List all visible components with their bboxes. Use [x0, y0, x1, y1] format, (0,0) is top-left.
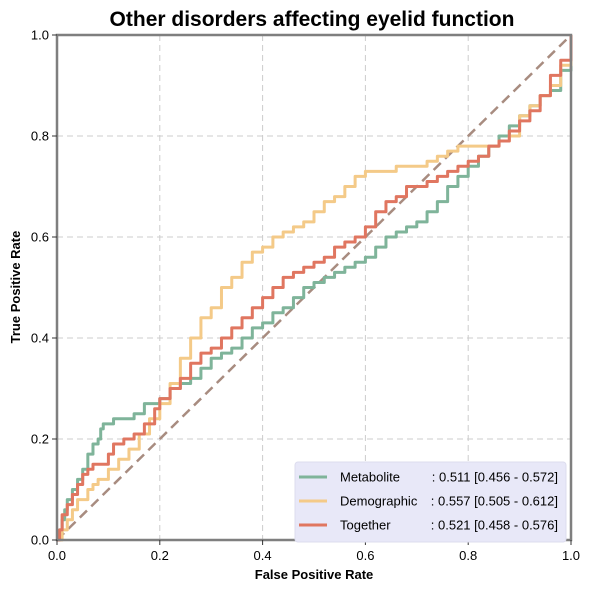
y-tick-label-0: 0.0 [31, 533, 49, 548]
x-tick-label-1: 0.2 [151, 548, 169, 563]
legend-name-metabolite: Metabolite [340, 470, 400, 485]
legend-auc-demographic: : 0.557 [0.505 - 0.612] [431, 494, 558, 509]
series-line-demographic [57, 35, 573, 542]
legend-auc-metabolite: : 0.511 [0.456 - 0.572] [432, 470, 558, 485]
legend: Metabolite : 0.511 [0.456 - 0.572] Demogra… [294, 461, 567, 543]
series-layer [57, 35, 573, 542]
legend-auc-together: : 0.521 [0.458 - 0.576] [431, 518, 558, 533]
legend-box [294, 461, 567, 543]
legend-name-demographic: Demographic [340, 494, 418, 509]
y-axis-label: True Positive Rate [8, 231, 23, 344]
y-tick-label-2: 0.4 [31, 331, 49, 346]
y-tick-label-4: 0.8 [31, 129, 49, 144]
x-tick-label-0: 0.0 [48, 548, 66, 563]
x-axis-label: False Positive Rate [255, 567, 374, 582]
y-tick-label-1: 0.2 [31, 432, 49, 447]
x-tick-label-5: 1.0 [562, 548, 580, 563]
legend-name-together: Together [340, 518, 391, 533]
x-tick-label-3: 0.6 [356, 548, 374, 563]
y-tick-label-5: 1.0 [31, 28, 49, 43]
y-tick-label-3: 0.6 [31, 230, 49, 245]
series-line-together [57, 35, 573, 542]
x-tick-label-2: 0.4 [254, 548, 272, 563]
ticks: 0.0 0.2 0.4 0.6 0.8 1.0 0.0 0.2 0.4 0.6 0.8 1.0 [31, 28, 580, 564]
series-line-metabolite [57, 35, 573, 542]
chart-title: Other disorders affecting eyelid functio… [110, 8, 515, 31]
x-tick-label-4: 0.8 [459, 548, 477, 563]
